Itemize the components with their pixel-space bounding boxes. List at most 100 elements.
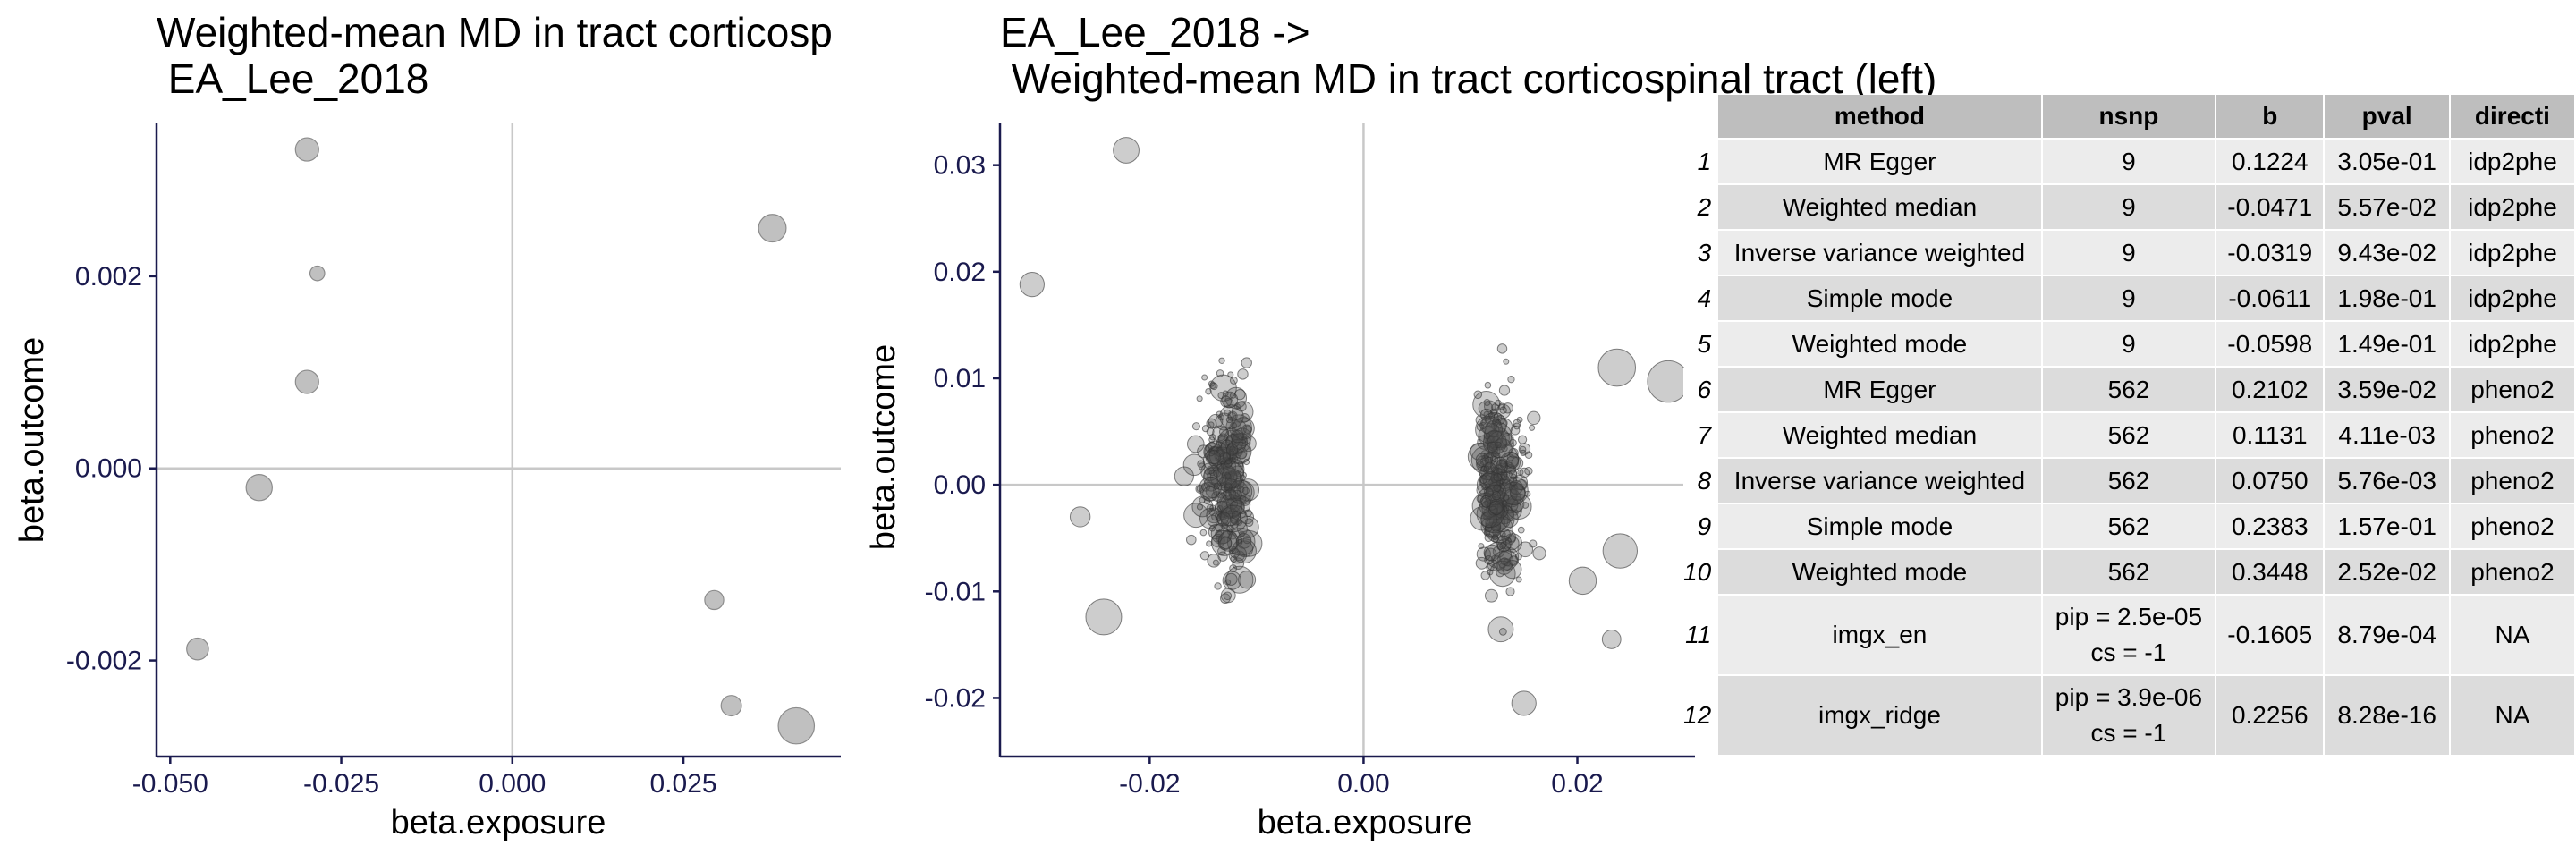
data-point bbox=[1209, 374, 1237, 402]
data-point bbox=[1517, 541, 1534, 558]
data-point bbox=[1483, 399, 1491, 407]
table-row: 9 Simple mode 562 0.2383 1.57e-01 pheno2 bbox=[1683, 504, 2574, 548]
data-point bbox=[1232, 489, 1242, 500]
scatter-plot-left: Weighted-mean MD in tract corticosp EA_L… bbox=[13, 9, 841, 842]
table-header-row: method nsnp b pval directi bbox=[1683, 95, 2574, 138]
data-point bbox=[1495, 441, 1502, 449]
data-point bbox=[1225, 565, 1254, 594]
table-cell-b: -0.0611 bbox=[2216, 276, 2324, 320]
table-header-b: b bbox=[2216, 95, 2324, 138]
data-point bbox=[1206, 540, 1213, 547]
table-row: 10 Weighted mode 562 0.3448 2.52e-02 pheno2 bbox=[1683, 550, 2574, 594]
table-row: 7 Weighted median 562 0.1131 4.11e-03 pheno2 bbox=[1683, 413, 2574, 457]
table-cell-nsnp-line1: 562 bbox=[2107, 557, 2150, 586]
table-header-rownum bbox=[1683, 95, 1717, 138]
table-row: 3 Inverse variance weighted 9 -0.0319 9.43e-… bbox=[1683, 231, 2574, 275]
table-cell-method: Weighted mode bbox=[1718, 550, 2041, 594]
data-point bbox=[1510, 425, 1521, 436]
data-point bbox=[1484, 555, 1494, 565]
table-cell-direction: NA bbox=[2450, 676, 2574, 755]
data-point bbox=[1214, 582, 1222, 590]
data-point bbox=[1241, 357, 1252, 368]
table-cell-direction: pheno2 bbox=[2450, 504, 2574, 548]
data-point bbox=[758, 214, 787, 243]
data-point bbox=[1491, 403, 1499, 411]
data-point bbox=[1478, 401, 1494, 416]
table-cell-nsnp-line1: 562 bbox=[2107, 512, 2150, 540]
table-header-nsnp: nsnp bbox=[2042, 95, 2216, 138]
data-point bbox=[1216, 410, 1223, 418]
data-point bbox=[1475, 415, 1503, 444]
table-cell-nsnp-line1: 562 bbox=[2107, 420, 2150, 449]
data-point bbox=[1487, 441, 1498, 453]
data-point bbox=[294, 137, 319, 162]
data-point bbox=[1505, 587, 1515, 596]
plot-right-y-tick-label: 0.03 bbox=[934, 151, 986, 181]
plot-left-x-tick-label: -0.025 bbox=[303, 769, 379, 799]
table-cell-rownum: 5 bbox=[1683, 322, 1717, 366]
table-cell-rownum: 2 bbox=[1683, 185, 1717, 229]
table-cell-nsnp: 562 bbox=[2042, 368, 2216, 411]
data-point bbox=[1489, 560, 1516, 588]
table-cell-pval: 4.11e-03 bbox=[2325, 413, 2449, 457]
data-point bbox=[1210, 382, 1218, 391]
table-cell-direction: pheno2 bbox=[2450, 413, 2574, 457]
plot-left-x-tick-label: 0.025 bbox=[650, 769, 717, 799]
table-cell-method: Inverse variance weighted bbox=[1718, 459, 2041, 503]
data-point bbox=[1196, 503, 1204, 511]
data-point bbox=[1231, 455, 1239, 462]
table-cell-pval: 2.52e-02 bbox=[2325, 550, 2449, 594]
data-point bbox=[1186, 435, 1205, 453]
data-point bbox=[1237, 571, 1257, 589]
data-point bbox=[1185, 534, 1197, 546]
table-cell-b: 0.1131 bbox=[2216, 413, 2324, 457]
table-row: 12 imgx_ridge pip = 3.9e-06 cs = -1 0.2256 8.… bbox=[1683, 676, 2574, 755]
table-cell-nsnp-line1: 9 bbox=[2122, 283, 2136, 312]
data-point bbox=[1224, 572, 1238, 586]
data-point bbox=[1209, 504, 1216, 512]
table-cell-pval: 8.28e-16 bbox=[2325, 676, 2449, 755]
table-cell-direction: pheno2 bbox=[2450, 368, 2574, 411]
data-point bbox=[1488, 500, 1504, 515]
data-point bbox=[1208, 413, 1224, 429]
table-header-pval: pval bbox=[2325, 95, 2449, 138]
plot-left-title-line2: EA_Lee_2018 bbox=[157, 55, 428, 102]
data-point bbox=[1496, 467, 1503, 474]
plot-right-title-line1: EA_Lee_2018 -> bbox=[1000, 9, 1310, 55]
data-point bbox=[309, 265, 326, 282]
data-point bbox=[1216, 512, 1232, 527]
data-point bbox=[1517, 435, 1528, 444]
plot-left-y-axis-label: beta.outcome bbox=[13, 337, 51, 543]
table-cell-nsnp-line1: 9 bbox=[2122, 238, 2136, 267]
data-point bbox=[1509, 477, 1518, 486]
data-point bbox=[1524, 451, 1533, 459]
data-point bbox=[1484, 381, 1492, 389]
table-header-direction: directi bbox=[2450, 95, 2574, 138]
table-cell-rownum: 12 bbox=[1683, 676, 1717, 755]
table-cell-b: 0.2256 bbox=[2216, 676, 2324, 755]
plot-right-x-tick-label: 0.00 bbox=[1337, 769, 1389, 799]
data-point bbox=[1503, 358, 1510, 365]
plot-right-y-axis-label: beta.outcome bbox=[865, 344, 902, 550]
data-point bbox=[1207, 554, 1221, 568]
data-point bbox=[1236, 401, 1247, 412]
table-cell-b: 0.3448 bbox=[2216, 550, 2324, 594]
table-cell-nsnp-line1: 562 bbox=[2107, 375, 2150, 403]
data-point bbox=[1511, 690, 1537, 716]
data-point bbox=[1113, 137, 1140, 164]
plot-right-y-tick-label: 0.00 bbox=[934, 470, 986, 500]
data-point bbox=[1476, 423, 1485, 431]
data-point bbox=[1085, 598, 1123, 636]
table-cell-direction: pheno2 bbox=[2450, 550, 2574, 594]
table-cell-direction: pheno2 bbox=[2450, 459, 2574, 503]
table-cell-rownum: 10 bbox=[1683, 550, 1717, 594]
table-row: 2 Weighted median 9 -0.0471 5.57e-02 idp2phe bbox=[1683, 185, 2574, 229]
data-point bbox=[1212, 559, 1219, 566]
table-cell-nsnp-line1: 9 bbox=[2122, 147, 2136, 175]
data-point bbox=[1205, 444, 1213, 453]
data-point bbox=[1208, 525, 1216, 532]
data-point bbox=[1223, 591, 1233, 601]
data-point bbox=[1224, 473, 1232, 480]
table-cell-nsnp: pip = 2.5e-05 cs = -1 bbox=[2042, 596, 2216, 674]
plot-left-title-line1: Weighted-mean MD in tract corticosp bbox=[157, 9, 833, 55]
